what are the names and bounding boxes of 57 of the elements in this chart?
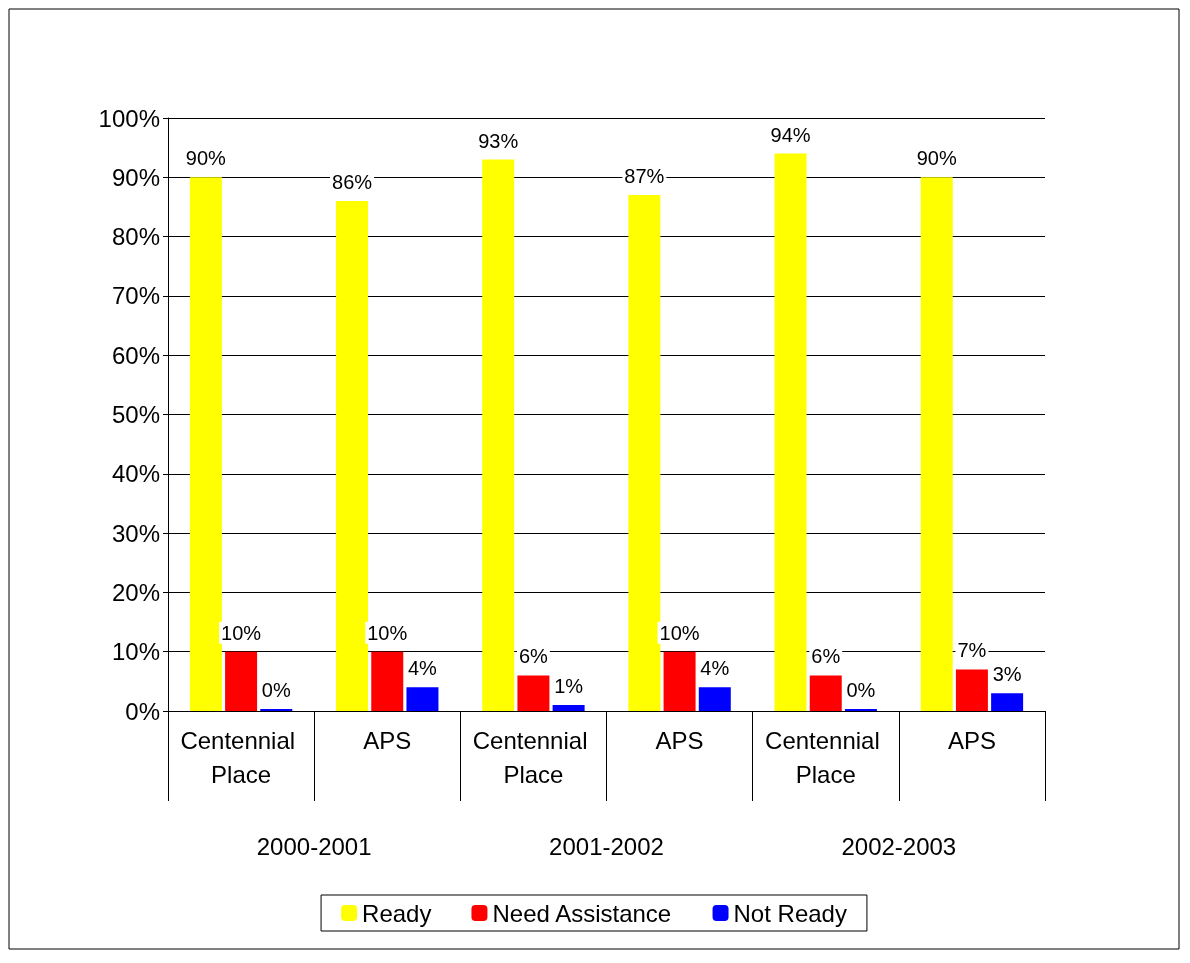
y-tick-label: 10% <box>111 638 160 666</box>
text: 2001-2002 <box>549 832 664 860</box>
x-tick-label: Centennial Place <box>180 726 302 788</box>
bar <box>482 159 515 711</box>
y-tick-label: 30% <box>111 519 160 547</box>
data-label: 6% <box>811 645 841 668</box>
text: 2000-2001 <box>256 832 372 860</box>
data-label: 3% <box>992 663 1022 686</box>
y-tick-label: 40% <box>111 460 160 488</box>
bar <box>552 705 585 711</box>
y-tick-label: 70% <box>111 282 160 310</box>
x-tick-label: APS <box>655 726 704 754</box>
x-tick-label: APS <box>363 726 412 754</box>
data-label: 4% <box>408 657 438 680</box>
bar <box>371 651 404 711</box>
data-label: 1% <box>554 675 584 698</box>
data-label: 90% <box>916 147 957 170</box>
data-label: 0% <box>261 679 291 701</box>
data-label: 87% <box>624 165 665 188</box>
y-tick-label: 60% <box>111 341 160 369</box>
data-label: 10% <box>221 621 262 644</box>
bar <box>920 177 953 711</box>
x-tick-label: Centennial Place <box>472 726 595 788</box>
bar <box>336 201 369 711</box>
bar <box>517 675 550 711</box>
y-tick-label: 100% <box>98 104 160 132</box>
bar <box>189 177 222 711</box>
data-label: 10% <box>367 621 408 644</box>
data-label: 10% <box>659 621 700 644</box>
bar <box>774 153 807 711</box>
y-tick-label: 50% <box>111 401 160 428</box>
bar <box>698 687 731 711</box>
data-label: 93% <box>478 129 519 152</box>
bar <box>663 651 696 711</box>
bar <box>809 675 842 711</box>
x-tick-label: Centennial Place <box>765 726 887 788</box>
bar <box>225 651 258 711</box>
data-label: 7% <box>957 639 987 662</box>
data-label: 4% <box>700 657 730 680</box>
data-label: 86% <box>332 171 373 194</box>
bar <box>628 195 661 711</box>
data-label: 90% <box>185 147 227 170</box>
legend-label: Need Assistance <box>492 899 672 927</box>
legend-label: Ready <box>362 899 432 927</box>
data-label: 0% <box>846 679 876 701</box>
y-tick-label: 90% <box>111 163 160 191</box>
text: 2002-2003 <box>841 832 957 860</box>
data-label: 6% <box>518 645 549 668</box>
bar <box>955 669 988 711</box>
y-tick-label: 0% <box>125 697 160 725</box>
legend-label: Not Ready <box>733 899 847 927</box>
y-tick-label: 80% <box>111 223 160 251</box>
y-tick-label: 20% <box>111 578 160 606</box>
data-label: 94% <box>770 123 811 146</box>
x-tick-label: APS <box>947 726 996 754</box>
bar <box>406 687 439 711</box>
bar <box>991 693 1024 711</box>
